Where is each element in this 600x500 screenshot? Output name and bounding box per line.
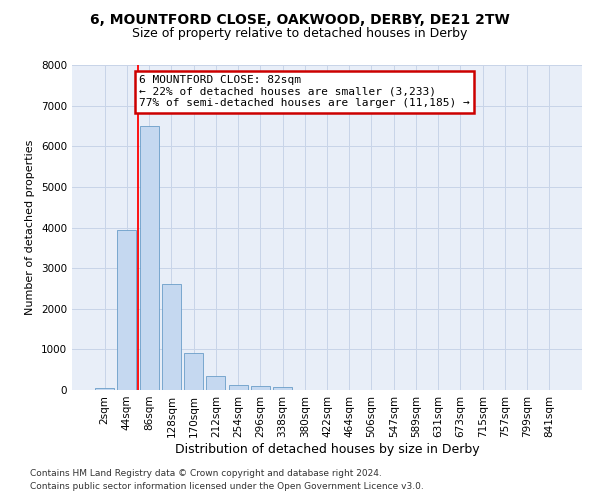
Text: Contains public sector information licensed under the Open Government Licence v3: Contains public sector information licen…: [30, 482, 424, 491]
Bar: [273, 387, 292, 390]
Bar: [162, 284, 181, 390]
Text: 6, MOUNTFORD CLOSE, OAKWOOD, DERBY, DE21 2TW: 6, MOUNTFORD CLOSE, OAKWOOD, DERBY, DE21…: [90, 12, 510, 26]
Y-axis label: Number of detached properties: Number of detached properties: [25, 140, 35, 315]
Bar: [118, 230, 136, 390]
Bar: [229, 384, 248, 390]
Text: Size of property relative to detached houses in Derby: Size of property relative to detached ho…: [133, 28, 467, 40]
Bar: [251, 386, 270, 390]
Text: Contains HM Land Registry data © Crown copyright and database right 2024.: Contains HM Land Registry data © Crown c…: [30, 468, 382, 477]
Text: 6 MOUNTFORD CLOSE: 82sqm
← 22% of detached houses are smaller (3,233)
77% of sem: 6 MOUNTFORD CLOSE: 82sqm ← 22% of detach…: [139, 75, 470, 108]
Bar: [206, 376, 225, 390]
X-axis label: Distribution of detached houses by size in Derby: Distribution of detached houses by size …: [175, 442, 479, 456]
Bar: [95, 388, 114, 390]
Bar: [184, 354, 203, 390]
Bar: [140, 126, 158, 390]
